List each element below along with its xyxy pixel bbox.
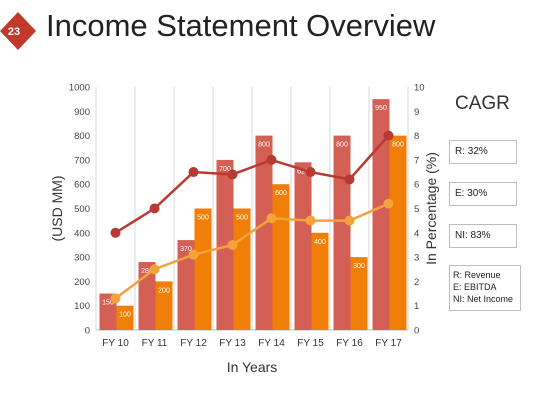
net-income-line-point — [227, 239, 238, 250]
net-income-line-point — [149, 264, 160, 275]
ebitda-bar-label: 400 — [314, 239, 326, 246]
net-income-line-point — [344, 215, 355, 226]
y2-tick-label: 7 — [414, 155, 419, 166]
margin-line-point — [110, 227, 121, 238]
revenue-bar-label: 280 — [141, 268, 153, 275]
y-tick-label: 100 — [74, 301, 90, 312]
ebitda-bar-label: 300 — [353, 263, 365, 270]
ebitda-bar — [155, 281, 173, 330]
y2-tick-label: 3 — [414, 253, 419, 264]
revenue-bar-label: 700 — [219, 166, 231, 173]
revenue-bar — [177, 240, 195, 330]
ebitda-bar — [350, 257, 368, 330]
revenue-bar — [216, 159, 234, 330]
revenue-bar-label: 150 — [102, 300, 114, 307]
revenue-bar — [294, 162, 312, 330]
ebitda-bar-label: 500 — [197, 215, 209, 222]
badge-diamond-shape — [0, 12, 36, 50]
ebitda-bar-label: 100 — [119, 312, 131, 319]
x-axis-title: In Years — [227, 359, 278, 375]
y2-tick-label: 4 — [414, 228, 419, 239]
y-tick-label: 400 — [74, 228, 90, 239]
margin-line-point — [149, 203, 160, 214]
cagr-title: CAGR — [455, 93, 510, 114]
y-tick-label: 700 — [74, 155, 90, 166]
y2-tick-label: 6 — [414, 180, 419, 191]
revenue-cagr-box: R: 32% — [449, 140, 517, 164]
net-income-line-point — [305, 215, 316, 226]
ebitda-bar — [116, 305, 134, 330]
y-tick-label: 500 — [74, 204, 90, 215]
net-income-line-point — [110, 293, 121, 304]
y-tick-label: 200 — [74, 277, 90, 288]
y2-tick-label: 2 — [414, 277, 419, 288]
ebitda-bar — [389, 135, 407, 330]
y2-tick-label: 10 — [414, 83, 425, 94]
revenue-bar — [255, 135, 273, 330]
y-tick-label: 800 — [74, 131, 90, 142]
legend-item-revenue: R: Revenue — [453, 270, 501, 280]
x-tick-label: FY 17 — [375, 338, 402, 349]
y2-tick-label: 8 — [414, 131, 419, 142]
y-tick-label: 300 — [74, 253, 90, 264]
margin-line-point — [266, 154, 277, 165]
revenue-bar-label: 800 — [336, 142, 348, 149]
x-tick-label: FY 16 — [336, 338, 363, 349]
abbreviation-legend: R: Revenue E: EBITDA NI: Net Income — [449, 265, 521, 311]
ebitda-cagr-box: E: 30% — [449, 182, 517, 206]
y-tick-label: 900 — [74, 107, 90, 118]
legend-item-net-income: NI: Net Income — [453, 294, 514, 304]
net-income-line — [114, 202, 389, 300]
x-tick-label: FY 13 — [219, 338, 246, 349]
net-income-line-point — [188, 249, 199, 260]
net-income-line-point — [266, 213, 277, 224]
ebitda-bar-label: 800 — [392, 142, 404, 149]
x-tick-label: FY 10 — [102, 338, 129, 349]
ebitda-bar — [194, 208, 212, 330]
revenue-bar-label: 950 — [375, 105, 387, 112]
revenue-bar — [333, 135, 351, 330]
y2-tick-label: 0 — [414, 326, 419, 337]
revenue-bar — [372, 99, 390, 331]
y-axis-title: (USD MM) — [49, 175, 65, 241]
y2-tick-label: 5 — [414, 204, 419, 215]
margin-line-point — [188, 167, 199, 178]
x-tick-label: FY 11 — [142, 338, 168, 349]
ebitda-bar-label: 600 — [275, 190, 287, 197]
ebitda-bar-label: 200 — [158, 287, 170, 294]
ebitda-bar-label: 500 — [236, 215, 248, 222]
y2-axis-title: In Percentage (%) — [423, 152, 439, 265]
margin-line-point — [383, 130, 394, 141]
net-income-line-point — [383, 198, 394, 209]
margin-line-point — [227, 169, 238, 180]
x-tick-label: FY 15 — [297, 338, 324, 349]
x-tick-label: FY 12 — [180, 338, 207, 349]
x-tick-label: FY 14 — [258, 338, 285, 349]
revenue-bar — [99, 293, 117, 330]
slide-title: Income Statement Overview — [46, 8, 436, 43]
y-tick-label: 0 — [85, 326, 90, 337]
y-tick-label: 600 — [74, 180, 90, 191]
revenue-bar-label: 370 — [180, 246, 192, 253]
revenue-bar-label: 620 — [297, 168, 309, 175]
y2-tick-label: 1 — [414, 301, 419, 312]
ebitda-bar — [311, 232, 329, 330]
slide-number-badge: 23 — [0, 12, 36, 50]
ebitda-bar — [272, 184, 290, 330]
margin-line-point — [344, 174, 355, 185]
y-tick-label: 1000 — [69, 83, 90, 94]
legend-item-ebitda: E: EBITDA — [453, 282, 497, 292]
margin-line-point — [305, 167, 316, 178]
margin-line — [114, 134, 390, 234]
slide-number: 23 — [8, 26, 20, 38]
net-income-cagr-box: NI: 83% — [449, 224, 517, 248]
ebitda-bar — [233, 208, 251, 330]
y2-tick-label: 9 — [414, 107, 419, 118]
revenue-bar-label: 800 — [258, 142, 270, 149]
